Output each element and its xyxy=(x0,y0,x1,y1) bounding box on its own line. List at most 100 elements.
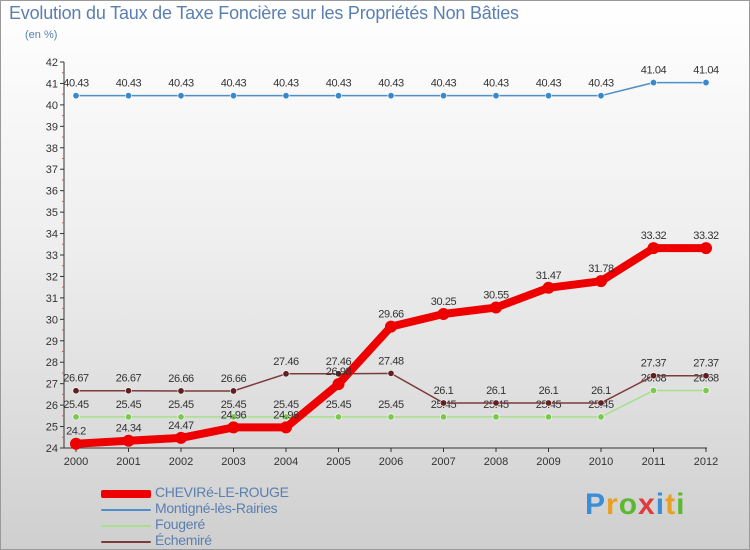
data-label: 25.45 xyxy=(221,399,247,411)
y-tick-label: 25 xyxy=(46,422,58,434)
y-tick-label: 31 xyxy=(46,293,58,305)
data-point xyxy=(387,413,395,421)
logo-letter: x xyxy=(638,488,656,521)
data-label: 25.45 xyxy=(116,399,142,411)
data-point xyxy=(177,387,185,395)
y-tick-label: 39 xyxy=(46,121,58,133)
data-point xyxy=(280,421,292,434)
y-tick-label: 35 xyxy=(46,207,58,219)
data-point xyxy=(385,320,397,333)
data-point xyxy=(282,413,290,421)
chart-subtitle: (en %) xyxy=(25,29,58,41)
data-point xyxy=(177,92,185,100)
logo-letter: o xyxy=(618,488,639,521)
data-label: 40.43 xyxy=(116,78,142,90)
data-point xyxy=(230,387,238,395)
data-label: 25.45 xyxy=(63,399,89,411)
series-echemire: 26.67 26.67 26.66 26.66 27.46 27.46 27.48 26.1 2… xyxy=(63,355,719,407)
x-tick-label: 2011 xyxy=(642,456,666,468)
data-point xyxy=(702,79,710,87)
y-tick-label: 36 xyxy=(46,186,58,198)
data-label: 40.43 xyxy=(273,78,299,90)
x-tick-label: 2009 xyxy=(536,456,560,468)
data-point xyxy=(597,399,605,407)
data-label: 25.45 xyxy=(326,399,352,411)
legend-label: Échemiré xyxy=(155,532,212,548)
data-point xyxy=(492,92,500,100)
data-point xyxy=(649,372,657,380)
x-tick-label: 2005 xyxy=(326,456,350,468)
data-point xyxy=(227,421,240,434)
y-tick-label: 32 xyxy=(46,271,58,283)
data-point xyxy=(702,387,710,395)
data-point xyxy=(437,307,450,320)
data-label: 27.37 xyxy=(641,358,667,370)
legend-swatch xyxy=(101,541,151,543)
data-label: 26.1 xyxy=(434,385,454,397)
data-label: 31.47 xyxy=(536,270,562,282)
data-label: 40.43 xyxy=(483,78,509,90)
data-point xyxy=(702,372,710,380)
data-label: 25.45 xyxy=(168,399,194,411)
data-point xyxy=(125,92,133,100)
x-tick-label: 2002 xyxy=(169,456,193,468)
data-label: 40.43 xyxy=(63,78,89,90)
data-point xyxy=(70,437,82,450)
data-label: 26.67 xyxy=(63,373,89,385)
proxiti-logo: Proxiti xyxy=(585,488,685,522)
data-point xyxy=(595,275,607,288)
data-point xyxy=(332,378,345,391)
legend-label: Montigné-lès-Rairies xyxy=(155,500,278,516)
data-label: 24.96 xyxy=(273,409,299,421)
x-tick-label: 2003 xyxy=(221,456,245,468)
data-label: 27.46 xyxy=(273,356,299,368)
y-tick-label: 33 xyxy=(46,250,58,262)
data-label: 40.43 xyxy=(221,78,247,90)
data-point xyxy=(597,413,605,421)
data-label: 24.96 xyxy=(221,409,247,421)
data-label: 24.2 xyxy=(66,426,86,438)
data-point xyxy=(439,399,447,407)
data-point xyxy=(230,413,238,421)
x-tick-label: 2006 xyxy=(379,456,403,468)
logo-letter: r xyxy=(606,488,619,521)
data-point xyxy=(230,92,238,100)
data-label: 26.1 xyxy=(591,385,611,397)
x-tick-label: 2000 xyxy=(64,456,88,468)
y-tick-label: 24 xyxy=(46,443,58,455)
data-label: 33.32 xyxy=(693,230,719,242)
data-point xyxy=(647,242,660,255)
y-tick-label: 27 xyxy=(46,379,58,391)
data-point xyxy=(72,413,80,421)
y-tick-label: 42 xyxy=(46,57,58,69)
data-label: 41.04 xyxy=(641,65,667,77)
logo-letter: P xyxy=(585,488,607,521)
legend-swatch xyxy=(101,525,151,527)
data-point xyxy=(125,413,133,421)
data-label: 26.1 xyxy=(486,385,506,397)
data-point xyxy=(544,413,552,421)
logo-letter: i xyxy=(676,488,686,521)
data-label: 40.43 xyxy=(431,78,457,90)
y-tick-label: 28 xyxy=(46,357,58,369)
data-label: 26.98 xyxy=(326,366,352,378)
data-point xyxy=(175,431,187,444)
data-point xyxy=(439,92,447,100)
x-tick-label: 2001 xyxy=(116,456,140,468)
legend-swatch xyxy=(101,490,151,498)
data-label: 31.78 xyxy=(588,263,614,275)
data-point xyxy=(125,387,133,395)
data-label: 26.1 xyxy=(539,385,559,397)
data-label: 30.25 xyxy=(431,296,457,308)
y-tick-label: 34 xyxy=(46,229,58,241)
data-label: 29.66 xyxy=(378,309,404,321)
data-label: 27.48 xyxy=(378,355,404,367)
data-point xyxy=(490,301,502,314)
y-tick-label: 30 xyxy=(46,314,58,326)
data-label: 25.45 xyxy=(378,399,404,411)
data-point xyxy=(177,413,185,421)
y-tick-label: 40 xyxy=(46,100,58,112)
y-tick-label: 29 xyxy=(46,336,58,348)
data-label: 24.34 xyxy=(116,423,142,435)
data-point xyxy=(387,92,395,100)
